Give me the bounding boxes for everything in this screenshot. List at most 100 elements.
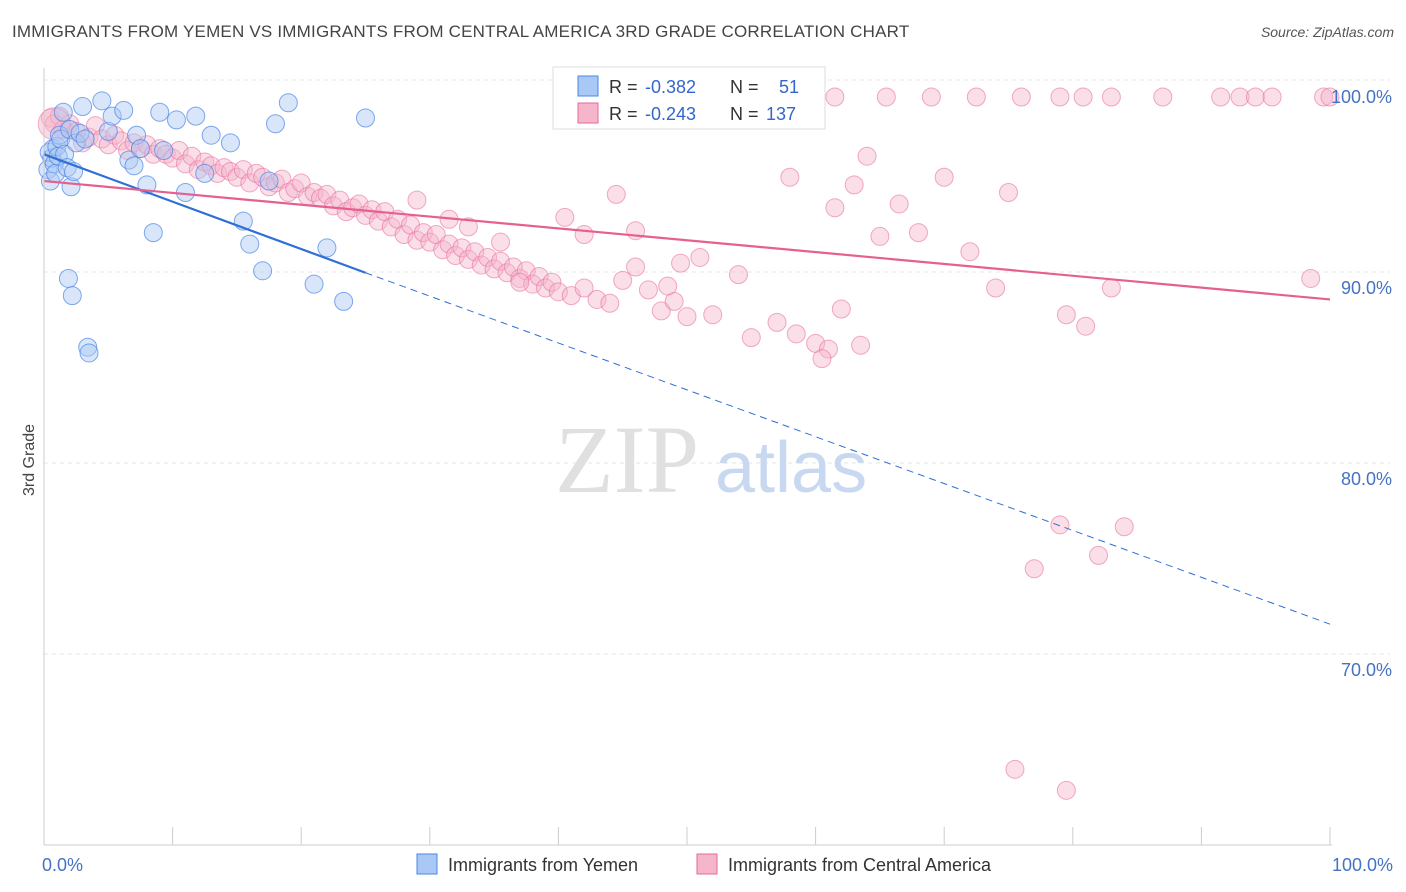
point-yemen: [73, 97, 93, 117]
point-central-america: [510, 272, 530, 292]
point-central-america: [677, 307, 697, 327]
point-central-america: [542, 272, 562, 292]
watermark-zip: ZIP: [555, 406, 699, 513]
point-yemen: [304, 274, 324, 294]
y-tick-label: 70.0%: [1341, 660, 1392, 680]
point-central-america: [825, 198, 845, 218]
point-central-america: [600, 293, 620, 313]
point-central-america: [1230, 87, 1250, 107]
point-yemen: [334, 291, 354, 311]
point-central-america: [921, 87, 941, 107]
point-yemen: [114, 100, 134, 120]
point-yemen: [78, 337, 98, 357]
point-central-america: [1114, 517, 1134, 537]
point-central-america: [1089, 545, 1109, 565]
point-central-america: [478, 247, 498, 267]
point-yemen: [278, 93, 298, 113]
point-yemen: [143, 223, 163, 243]
stats-r-label-yemen: R =: [609, 77, 638, 97]
point-central-america: [548, 282, 568, 302]
point-central-america: [908, 223, 928, 243]
legend-swatch-yemen: [416, 853, 438, 875]
legend-swatch-central-america: [696, 853, 718, 875]
watermark: ZIP atlas: [555, 406, 867, 513]
point-yemen: [253, 261, 273, 281]
stats-n-yemen: 51: [779, 77, 799, 97]
watermark-atlas: atlas: [715, 428, 867, 508]
point-central-america: [394, 225, 414, 245]
point-central-america: [1011, 87, 1031, 107]
point-yemen: [79, 343, 99, 363]
point-yemen: [166, 110, 186, 130]
stats-box: R = -0.382 N = 51 R = -0.243 N = 137: [552, 66, 826, 130]
point-central-america: [876, 87, 896, 107]
point-central-america: [1076, 316, 1096, 336]
stats-n-label-yemen: N =: [730, 77, 759, 97]
point-central-america: [240, 173, 260, 193]
point-yemen: [240, 234, 260, 254]
point-yemen: [150, 102, 170, 122]
point-yemen: [259, 171, 279, 191]
point-central-america: [966, 87, 986, 107]
point-central-america: [529, 267, 549, 287]
point-yemen: [317, 238, 337, 258]
point-central-america: [471, 255, 491, 275]
point-central-america: [857, 146, 877, 166]
point-central-america: [1056, 305, 1076, 325]
point-central-america: [1262, 87, 1282, 107]
point-central-america: [818, 339, 838, 359]
point-central-america: [1153, 87, 1173, 107]
stats-swatch-central-america: [577, 102, 599, 124]
point-central-america: [98, 135, 118, 155]
point-central-america: [741, 328, 761, 348]
point-central-america: [690, 247, 710, 267]
stats-r-central-america: -0.243: [645, 104, 696, 124]
point-yemen: [92, 91, 112, 111]
trend-central-america: [43, 179, 1331, 301]
point-central-america: [491, 232, 511, 252]
point-central-america: [1314, 87, 1334, 107]
point-yemen: [119, 150, 139, 170]
point-central-america: [407, 190, 427, 210]
point-central-america: [1073, 87, 1093, 107]
trend-lines: [43, 153, 1331, 625]
point-central-america: [484, 259, 504, 279]
point-central-america: [1050, 87, 1070, 107]
axes: 100.0% 90.0% 80.0% 70.0% 0.0% 100.0%: [42, 68, 1393, 875]
series-yemen-points: [38, 91, 375, 363]
chart-title: IMMIGRANTS FROM YEMEN VS IMMIGRANTS FROM…: [12, 22, 910, 41]
source-label: Source: ZipAtlas.com: [1260, 24, 1394, 40]
point-central-america: [889, 194, 909, 214]
point-central-america: [491, 251, 511, 271]
point-central-america: [999, 183, 1018, 202]
trend-yemen-extension: [365, 272, 1331, 625]
point-yemen: [356, 108, 375, 128]
point-yemen: [62, 286, 82, 306]
point-central-america: [458, 249, 478, 269]
point-central-america: [574, 225, 594, 245]
point-central-america: [1101, 278, 1121, 298]
point-yemen: [130, 139, 150, 159]
point-central-america: [1211, 87, 1231, 107]
point-central-america: [626, 257, 646, 277]
point-central-america: [786, 324, 806, 344]
point-central-america: [870, 226, 890, 246]
point-yemen: [53, 102, 73, 122]
point-central-america: [1056, 780, 1076, 800]
point-central-america: [851, 335, 871, 355]
point-central-america: [960, 242, 980, 262]
point-central-america: [175, 154, 195, 174]
stats-r-yemen: -0.382: [645, 77, 696, 97]
point-central-america: [638, 280, 658, 300]
point-yemen: [75, 129, 95, 149]
trend-yemen: [43, 153, 366, 274]
point-central-america: [613, 270, 633, 290]
point-central-america: [812, 349, 832, 369]
point-central-america: [1301, 268, 1321, 288]
point-central-america: [317, 184, 337, 204]
point-central-america: [587, 289, 607, 309]
y-tick-label: 80.0%: [1341, 469, 1392, 489]
stats-n-central-america: 137: [766, 104, 796, 124]
point-central-america: [1245, 87, 1265, 107]
